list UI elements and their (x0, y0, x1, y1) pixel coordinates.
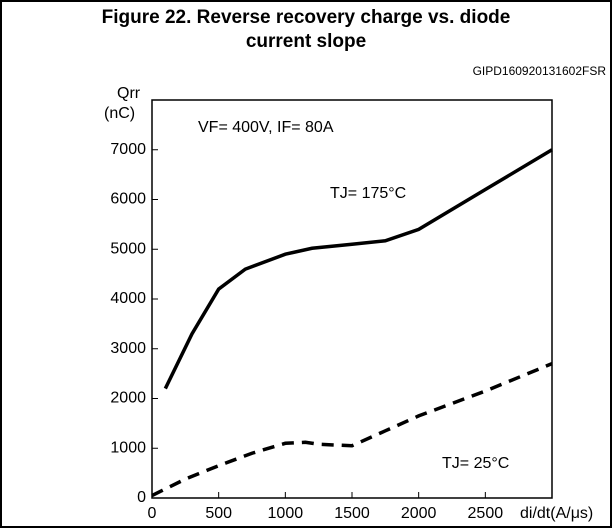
y-tick-label: 1000 (110, 439, 146, 456)
chart-subtitle: current slope (246, 31, 366, 52)
y-tick-label: 7000 (110, 141, 146, 158)
y-tick-label: 4000 (110, 290, 146, 307)
x-tick-label: 2000 (401, 505, 437, 522)
x-tick-label: 500 (205, 505, 232, 522)
y-tick-label: 5000 (110, 240, 146, 257)
x-axis-label: di/dt(A/μs) (520, 505, 593, 522)
x-tick-label: 1500 (334, 505, 370, 522)
x-tick-label: 2500 (468, 505, 504, 522)
y-axis-unit: (nC) (104, 105, 135, 122)
series-line (163, 148, 553, 390)
y-tick-label: 0 (137, 489, 146, 506)
y-axis-label: Qrr (117, 85, 141, 102)
x-tick-label: 1000 (268, 505, 304, 522)
figure-code: GIPD160920131602FSR (473, 64, 607, 78)
annotation: VF= 400V, IF= 80A (198, 119, 334, 136)
y-tick-label: 3000 (110, 340, 146, 357)
series-line (151, 362, 553, 498)
series-label: TJ= 175°C (330, 185, 406, 202)
y-tick-label: 2000 (110, 390, 146, 407)
chart-title: Figure 22. Reverse recovery charge vs. d… (102, 7, 511, 28)
series-label: TJ= 25°C (442, 455, 509, 472)
y-tick-label: 6000 (110, 191, 146, 208)
x-tick-label: 0 (148, 505, 157, 522)
